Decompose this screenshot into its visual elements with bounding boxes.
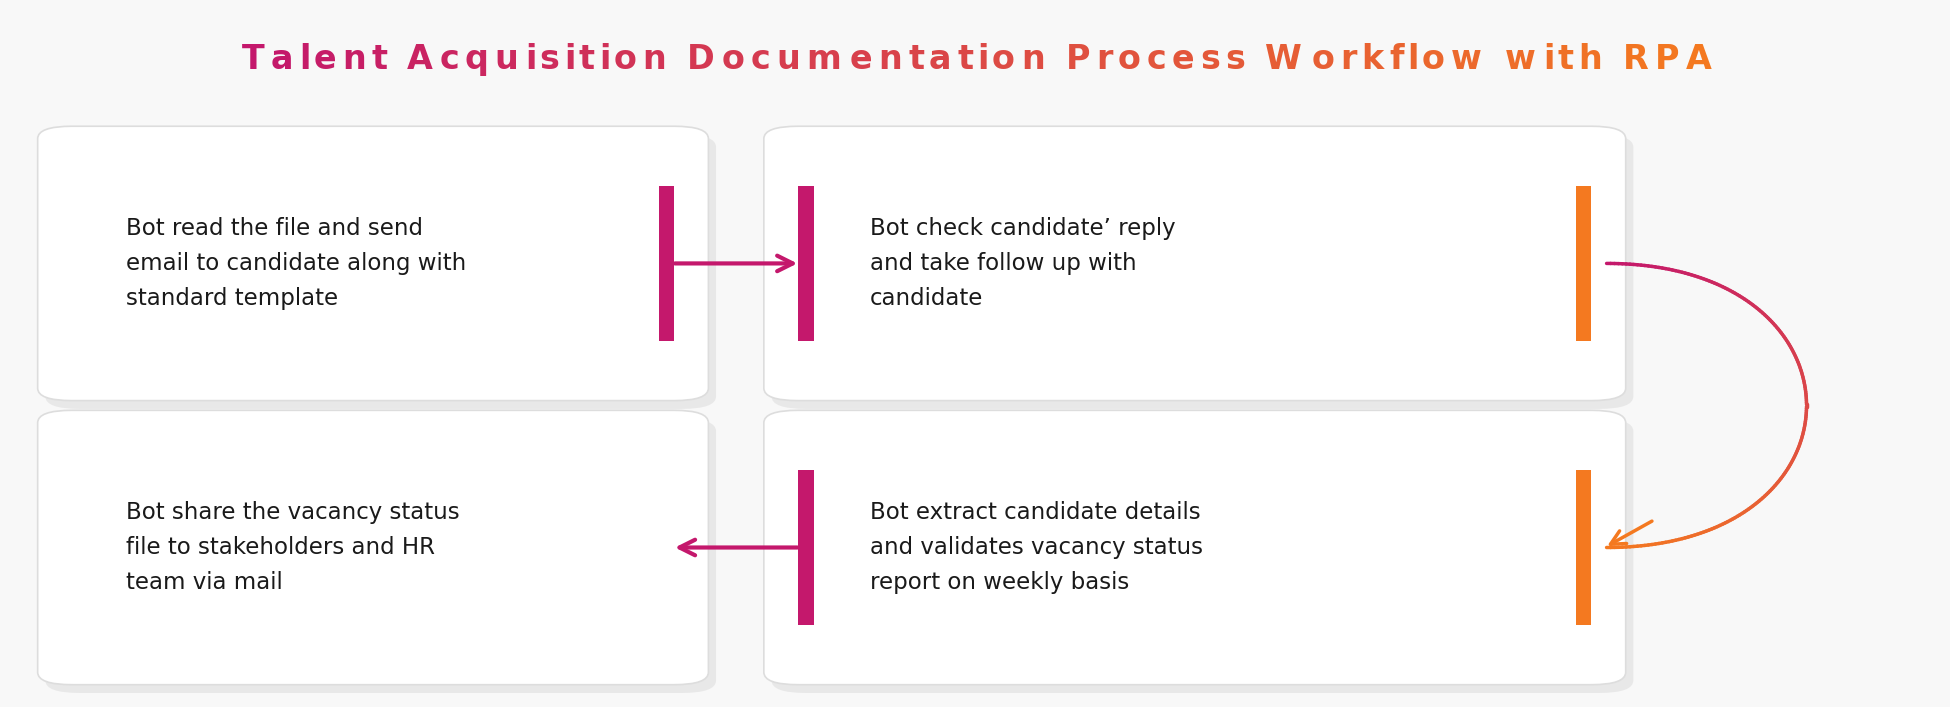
Text: c: c bbox=[1147, 42, 1166, 76]
Text: Bot extract candidate details
and validates vacancy status
report on weekly basi: Bot extract candidate details and valida… bbox=[870, 501, 1203, 594]
Bar bbox=[1576, 470, 1591, 625]
Text: l: l bbox=[298, 42, 310, 76]
Bar bbox=[798, 470, 813, 625]
Text: w: w bbox=[1451, 42, 1482, 76]
Text: c: c bbox=[439, 42, 460, 76]
Text: i: i bbox=[564, 42, 575, 76]
Text: A: A bbox=[408, 42, 433, 76]
FancyBboxPatch shape bbox=[772, 419, 1634, 693]
Text: i: i bbox=[1542, 42, 1554, 76]
Text: D: D bbox=[686, 42, 716, 76]
Text: e: e bbox=[850, 42, 872, 76]
FancyBboxPatch shape bbox=[37, 410, 708, 684]
FancyBboxPatch shape bbox=[37, 127, 708, 401]
Text: k: k bbox=[1361, 42, 1383, 76]
Text: q: q bbox=[464, 42, 489, 76]
Text: o: o bbox=[1310, 42, 1334, 76]
Text: n: n bbox=[341, 42, 367, 76]
Text: T: T bbox=[242, 42, 265, 76]
Text: P: P bbox=[1656, 42, 1679, 76]
Text: o: o bbox=[614, 42, 636, 76]
Text: n: n bbox=[1022, 42, 1045, 76]
Text: t: t bbox=[372, 42, 388, 76]
Text: a: a bbox=[928, 42, 952, 76]
Bar bbox=[1576, 186, 1591, 341]
Text: W: W bbox=[1266, 42, 1301, 76]
Text: e: e bbox=[1172, 42, 1193, 76]
Text: t: t bbox=[909, 42, 924, 76]
Text: c: c bbox=[751, 42, 770, 76]
Bar bbox=[659, 186, 675, 341]
Text: s: s bbox=[1225, 42, 1244, 76]
Text: t: t bbox=[579, 42, 595, 76]
Text: l: l bbox=[1408, 42, 1420, 76]
FancyBboxPatch shape bbox=[772, 134, 1634, 409]
FancyBboxPatch shape bbox=[45, 419, 716, 693]
Text: R: R bbox=[1622, 42, 1648, 76]
Text: i: i bbox=[599, 42, 610, 76]
Text: r: r bbox=[1096, 42, 1113, 76]
Text: u: u bbox=[776, 42, 799, 76]
Text: w: w bbox=[1503, 42, 1535, 76]
Text: P: P bbox=[1065, 42, 1090, 76]
Text: Bot check candidate’ reply
and take follow up with
candidate: Bot check candidate’ reply and take foll… bbox=[870, 217, 1176, 310]
Text: n: n bbox=[879, 42, 903, 76]
FancyBboxPatch shape bbox=[764, 127, 1626, 401]
Text: A: A bbox=[1687, 42, 1712, 76]
Bar bbox=[798, 186, 813, 341]
Text: t: t bbox=[1558, 42, 1574, 76]
Text: o: o bbox=[993, 42, 1014, 76]
FancyBboxPatch shape bbox=[45, 134, 716, 409]
Text: s: s bbox=[540, 42, 560, 76]
Text: t: t bbox=[957, 42, 973, 76]
Text: i: i bbox=[977, 42, 989, 76]
Text: Bot share the vacancy status
file to stakeholders and HR
team via mail: Bot share the vacancy status file to sta… bbox=[127, 501, 460, 594]
Text: s: s bbox=[1199, 42, 1219, 76]
Text: n: n bbox=[642, 42, 667, 76]
FancyBboxPatch shape bbox=[764, 410, 1626, 684]
Text: h: h bbox=[1578, 42, 1601, 76]
Text: m: m bbox=[805, 42, 840, 76]
Text: e: e bbox=[314, 42, 335, 76]
Text: Bot read the file and send
email to candidate along with
standard template: Bot read the file and send email to cand… bbox=[127, 217, 466, 310]
Text: i: i bbox=[525, 42, 536, 76]
Text: f: f bbox=[1388, 42, 1404, 76]
Text: o: o bbox=[1422, 42, 1445, 76]
Text: a: a bbox=[271, 42, 292, 76]
Text: r: r bbox=[1340, 42, 1357, 76]
Text: o: o bbox=[722, 42, 745, 76]
Text: u: u bbox=[495, 42, 519, 76]
Text: o: o bbox=[1117, 42, 1141, 76]
